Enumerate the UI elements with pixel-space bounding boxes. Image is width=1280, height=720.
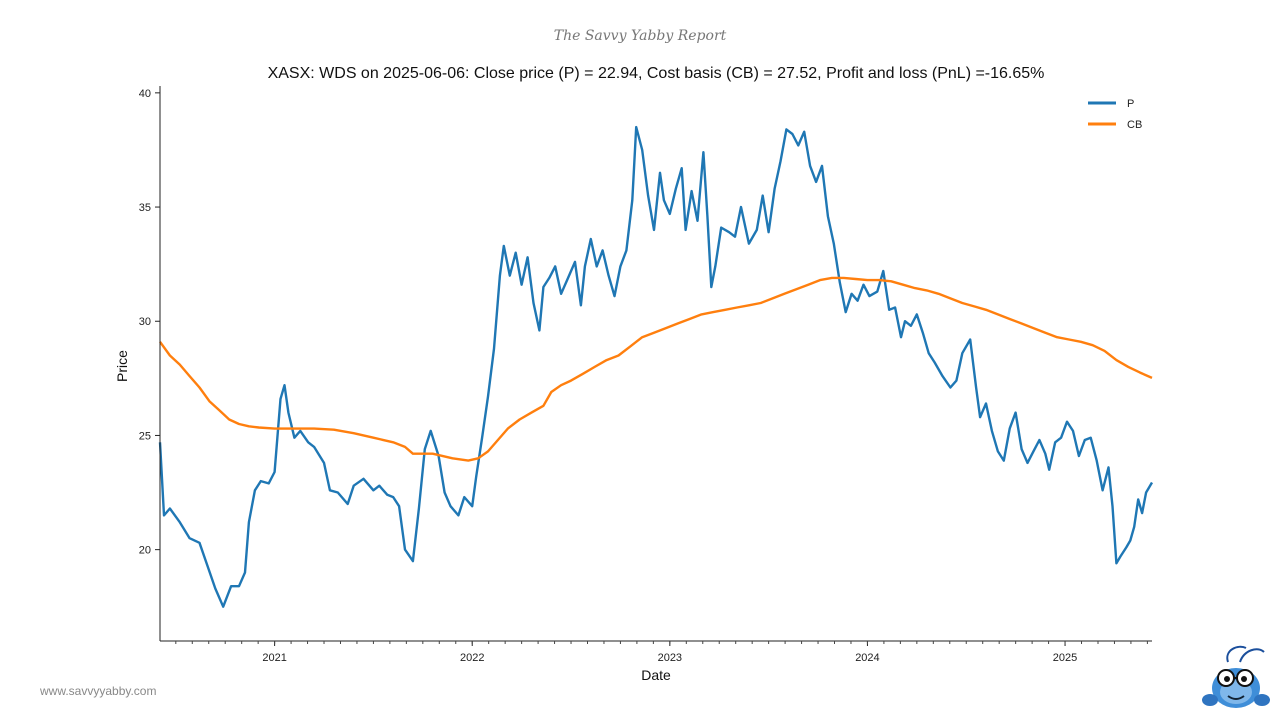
website-link[interactable]: www.savvyyabby.com xyxy=(40,684,157,698)
cost-basis-line xyxy=(159,276,1153,462)
y-tick-label: 40 xyxy=(139,88,151,100)
price-line xyxy=(158,125,1154,608)
legend: P CB xyxy=(1088,98,1142,131)
legend-label-price: P xyxy=(1127,98,1134,110)
y-tick-label: 35 xyxy=(139,202,151,214)
x-ticks: 2021 2022 2023 2024 2025 xyxy=(175,641,1148,664)
x-axis-title: Date xyxy=(641,667,671,683)
y-tick-label: 20 xyxy=(139,545,151,557)
y-tick-label: 25 xyxy=(139,430,151,442)
y-tick-label: 30 xyxy=(139,316,151,328)
yabby-mascot-icon xyxy=(1202,645,1270,708)
y-ticks: 20 25 30 35 40 xyxy=(139,88,160,557)
y-axis-title: Price xyxy=(114,350,130,382)
report-title: The Savvy Yabby Report xyxy=(553,28,727,44)
x-tick-label: 2021 xyxy=(262,652,286,664)
legend-label-cost-basis: CB xyxy=(1127,119,1142,131)
plot-lines xyxy=(158,125,1154,608)
chart-title: XASX: WDS on 2025-06-06: Close price (P)… xyxy=(268,65,1045,82)
x-tick-label: 2022 xyxy=(460,652,484,664)
x-tick-label: 2024 xyxy=(855,652,879,664)
x-tick-label: 2023 xyxy=(658,652,682,664)
x-tick-label: 2025 xyxy=(1053,652,1077,664)
